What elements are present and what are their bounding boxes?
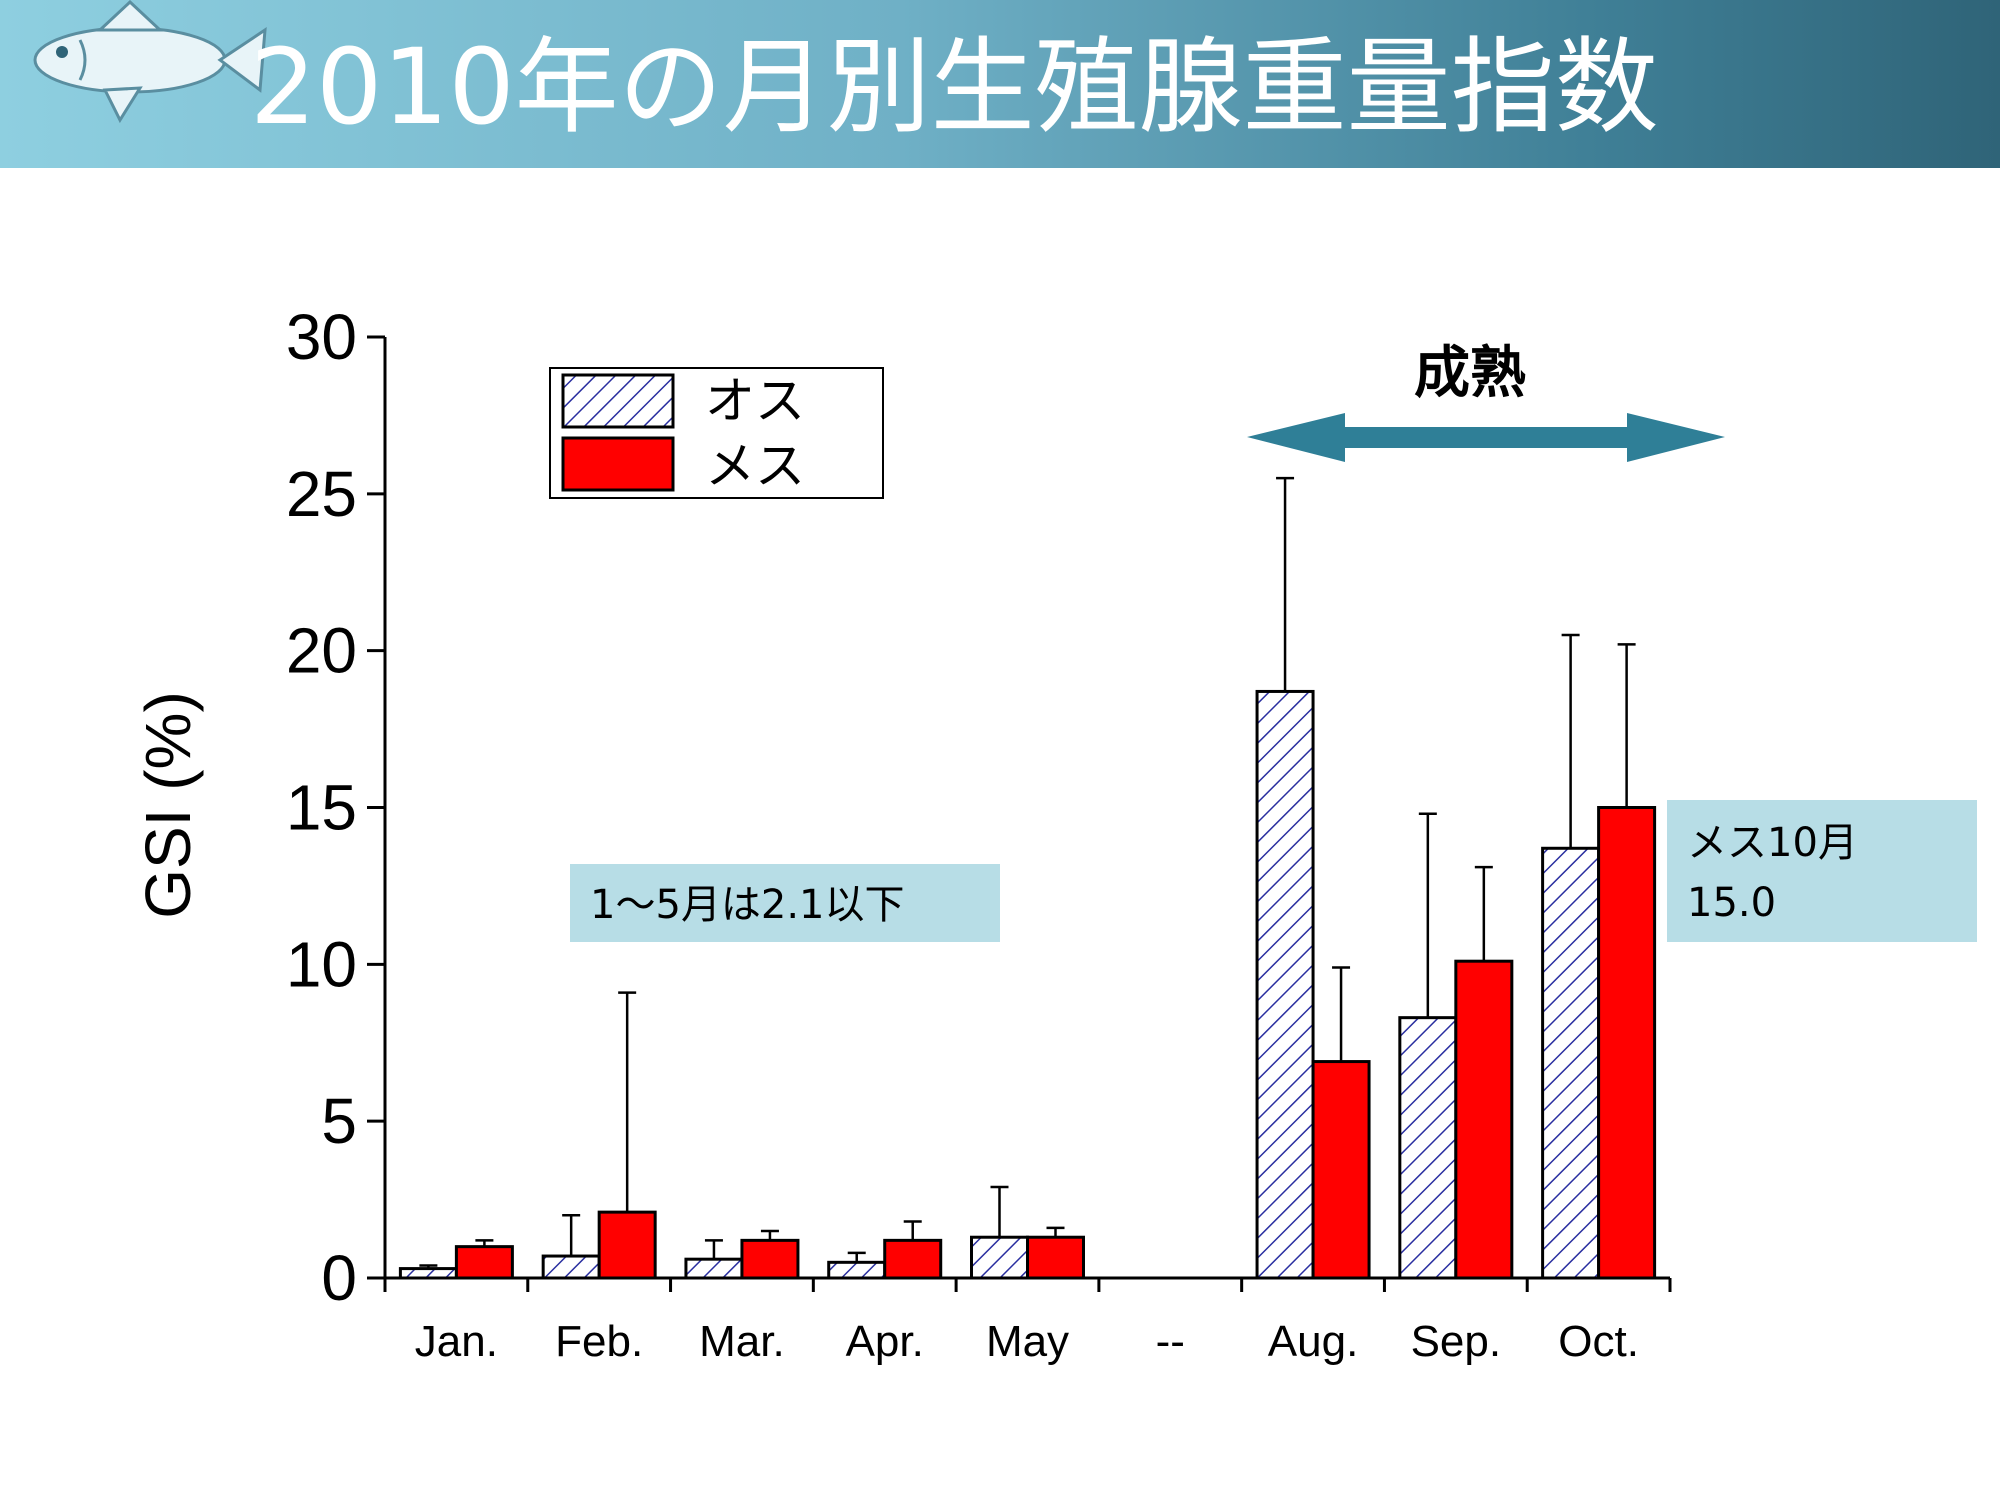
y-tick-label: 25 — [286, 458, 357, 530]
y-tick-label: 15 — [286, 772, 357, 844]
female-oct-note-box — [1667, 800, 1977, 942]
low-months-note: 1〜5月は2.1以下 — [570, 864, 1000, 942]
page-title: 2010年の月別生殖腺重量指数 — [250, 26, 1659, 148]
legend-swatch-male — [561, 373, 675, 429]
bar-female — [454, 1245, 514, 1280]
bar-female — [597, 1210, 657, 1280]
y-tick-label: 0 — [321, 1242, 357, 1314]
x-tick-label: Jan. — [415, 1317, 498, 1366]
bar-female — [1311, 1060, 1371, 1280]
double-arrow-icon — [1247, 413, 1725, 462]
bar-male — [1398, 1016, 1458, 1280]
bar-female — [1026, 1235, 1085, 1280]
bar-male — [398, 1267, 458, 1280]
x-tick-label: Feb. — [555, 1317, 643, 1366]
bar-male — [1541, 846, 1601, 1280]
y-tick-label: 5 — [321, 1085, 357, 1157]
y-axis-label: GSI (%) — [132, 691, 204, 919]
legend: オス メス — [549, 367, 884, 499]
legend-label-male: オス — [705, 372, 805, 430]
bar-female — [740, 1238, 800, 1280]
bar-female — [1454, 959, 1514, 1280]
legend-swatch-female — [561, 436, 675, 492]
x-tick-label: Oct. — [1558, 1317, 1639, 1366]
fish-icon — [33, 0, 267, 124]
x-tick-label: May — [986, 1317, 1069, 1366]
bar-male — [684, 1257, 744, 1280]
low-months-note-box — [570, 864, 1000, 942]
y-tick-label: 10 — [286, 928, 357, 1000]
axes: 0 5 10 15 20 25 30 Jan. Feb. Mar. Apr. May -- Aug. Sep… — [286, 301, 1672, 1366]
x-tick-label: Mar. — [699, 1317, 785, 1366]
x-tick-label: -- — [1156, 1317, 1185, 1366]
legend-label-female: メス — [705, 437, 805, 495]
female-oct-note-line2: 15.0 — [1687, 880, 1776, 926]
bar-female — [883, 1238, 943, 1280]
y-tick-label: 30 — [286, 301, 357, 373]
bar-male — [827, 1260, 887, 1280]
bar-male — [1255, 689, 1315, 1280]
bars — [398, 476, 1657, 1280]
maturation-arrow: 成熟 — [1247, 341, 1725, 462]
female-oct-note: メス10月 15.0 — [1667, 800, 1977, 942]
maturation-label: 成熟 — [1414, 341, 1526, 406]
female-oct-note-line1: メス10月 — [1687, 820, 1858, 866]
bar-male — [541, 1254, 601, 1280]
x-tick-label: Aug. — [1268, 1317, 1359, 1366]
x-tick-label: Sep. — [1411, 1317, 1502, 1366]
x-tick-label: Apr. — [846, 1317, 924, 1366]
low-months-note-text: 1〜5月は2.1以下 — [590, 882, 905, 928]
bar-male — [970, 1235, 1029, 1280]
y-tick-label: 20 — [286, 615, 357, 687]
title-banner: 2010年の月別生殖腺重量指数 — [0, 0, 2000, 168]
bar-female — [1597, 806, 1657, 1280]
